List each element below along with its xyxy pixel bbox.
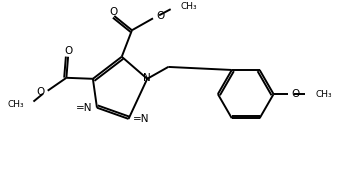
Text: N: N xyxy=(143,74,151,83)
Text: =N: =N xyxy=(133,114,149,124)
Text: O: O xyxy=(64,46,72,56)
Text: O: O xyxy=(36,87,44,97)
Text: =N: =N xyxy=(76,103,93,113)
Text: CH₃: CH₃ xyxy=(180,2,197,11)
Text: CH₃: CH₃ xyxy=(7,100,24,109)
Text: O: O xyxy=(156,11,164,21)
Text: CH₃: CH₃ xyxy=(315,90,332,99)
Text: O: O xyxy=(110,7,118,17)
Text: O: O xyxy=(291,89,299,99)
